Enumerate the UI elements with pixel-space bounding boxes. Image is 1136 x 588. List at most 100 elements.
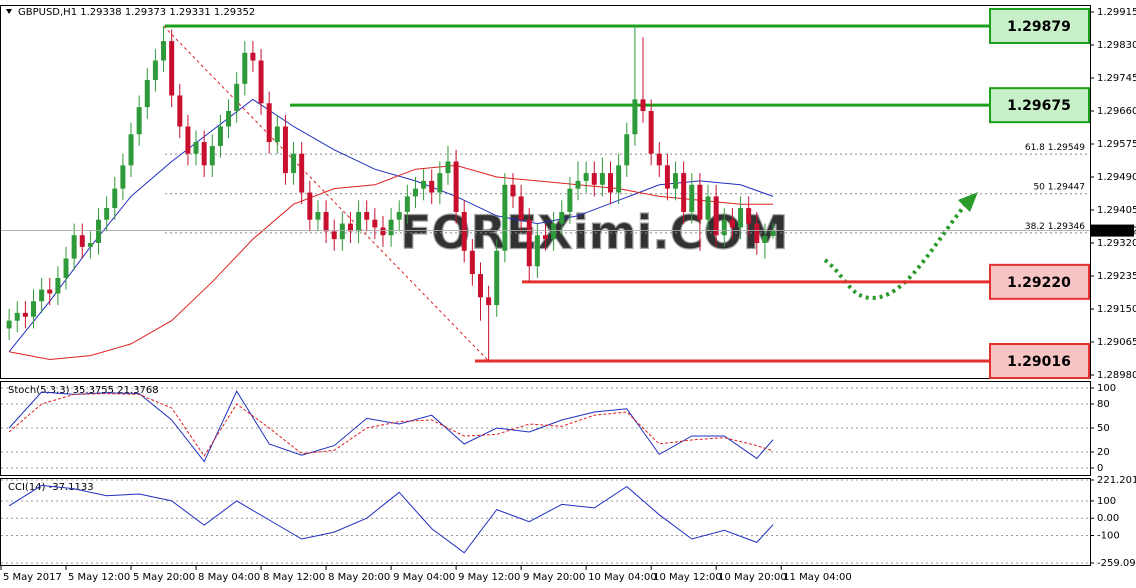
y-tick-label: 20 (1097, 447, 1110, 458)
candle-body (591, 173, 597, 185)
forecast-arrow (823, 203, 967, 301)
y-tick-label: 100 (1097, 383, 1116, 394)
candle-body (486, 297, 492, 306)
indicator-title: Stoch(5,3,3) 35.3755 21.3768 (8, 385, 159, 396)
y-tick-label: 221.2019 (1097, 475, 1136, 486)
panes (0, 5, 1091, 566)
candle-body (762, 236, 768, 243)
candle-body (656, 153, 662, 166)
y-tick-label: 0.00 (1097, 513, 1119, 524)
candle-body (22, 312, 28, 317)
main-pane (0, 5, 1091, 379)
candle-body (71, 235, 77, 259)
candle-body (404, 196, 410, 212)
candle-body (217, 126, 223, 146)
candle-body (494, 250, 500, 306)
candle-body (152, 60, 158, 80)
y-tick-label: 1.29405 (1097, 205, 1136, 216)
candle-body (689, 184, 695, 212)
indicator-value: 21.3768 (117, 385, 158, 396)
candle-body (396, 211, 402, 220)
y-tick-label: -100 (1097, 531, 1120, 542)
candle-body (161, 41, 167, 61)
header: GBPUSD,H1 1.29338 1.29373 1.29331 1.2935… (18, 7, 255, 18)
candle-body (299, 153, 305, 193)
cci-pane (0, 478, 1091, 566)
fib-ratio: 61.8 (1025, 143, 1045, 153)
indicator-line (8, 393, 774, 457)
level-box (989, 7, 1090, 44)
candle-body (664, 165, 670, 189)
indicator-line (8, 390, 774, 463)
ohlc-value: 1.29338 (80, 7, 121, 18)
candle-body (738, 208, 744, 228)
candle-body (770, 230, 776, 237)
y-tick-label: 50 (1097, 423, 1110, 434)
y-tick-label: 1.29320 (1097, 238, 1136, 249)
candle-body (63, 258, 69, 278)
level-box (989, 87, 1090, 124)
ohlc-value: 1.29331 (169, 7, 210, 18)
y-tick-label: 80 (1097, 399, 1110, 410)
fib-ratio: 50 (1033, 182, 1045, 192)
candle-body (55, 277, 61, 294)
candle-body (388, 219, 394, 236)
candle-body (339, 223, 345, 240)
fib-price: 1.29549 (1048, 143, 1085, 153)
candle-body (136, 107, 142, 135)
indicator-name: Stoch(5,3,3) (8, 385, 70, 396)
candle-body (193, 142, 199, 154)
candle-body (754, 223, 760, 243)
indicator-value: 35.3755 (73, 385, 114, 396)
candle-body (575, 180, 581, 189)
y-tick-label: 1.29575 (1097, 139, 1136, 150)
fib-price: 1.29346 (1048, 221, 1085, 231)
candle-body (234, 83, 240, 111)
candle-body (412, 188, 418, 197)
candle-body (323, 211, 329, 232)
y-tick-label: 1.29915 (1097, 7, 1136, 18)
x-tick-label: 5 May 20:00 (133, 572, 195, 583)
candle-body (356, 211, 362, 232)
y-tick-label: 1.29065 (1097, 337, 1136, 348)
x-tick-label: 11 May 04:00 (783, 572, 852, 583)
candle-body (502, 184, 508, 251)
moving-average (9, 164, 774, 361)
x-tick-label: 8 May 04:00 (198, 572, 260, 583)
candle-body (437, 173, 443, 193)
candle-body (282, 126, 288, 174)
candle-body (721, 219, 727, 236)
candle-body (14, 312, 20, 321)
level-box (989, 263, 1090, 300)
level-box (989, 343, 1090, 380)
candle-body (96, 219, 102, 243)
indicator-title: CCI(14) -37.1133 (8, 482, 94, 493)
y-tick-label: 1.29150 (1097, 304, 1136, 315)
candle-body (209, 145, 215, 166)
fib-price: 1.29447 (1048, 182, 1085, 192)
level-label: 1.29220 (1007, 275, 1071, 291)
candle-body (6, 320, 12, 329)
candle-body (640, 99, 646, 111)
candle-body (315, 211, 321, 220)
x-tick-label: 10 May 20:00 (718, 572, 787, 583)
candle-body (258, 60, 264, 104)
candle-body (144, 79, 150, 108)
x-tick-label: 9 May 20:00 (523, 572, 585, 583)
candle-body (31, 301, 37, 317)
x-tick-label: 9 May 12:00 (458, 572, 520, 583)
candle-body (266, 103, 272, 143)
x-tick-label: 5 May 2017 (3, 572, 62, 583)
candle-body (39, 289, 45, 302)
candle-body (421, 180, 427, 189)
candle-body (599, 173, 605, 185)
moving-average (8, 98, 774, 353)
menu-triangle (6, 9, 12, 14)
candle-body (185, 126, 191, 154)
candle-body (477, 274, 483, 298)
candle-body (559, 211, 565, 224)
candle-body (87, 243, 93, 247)
